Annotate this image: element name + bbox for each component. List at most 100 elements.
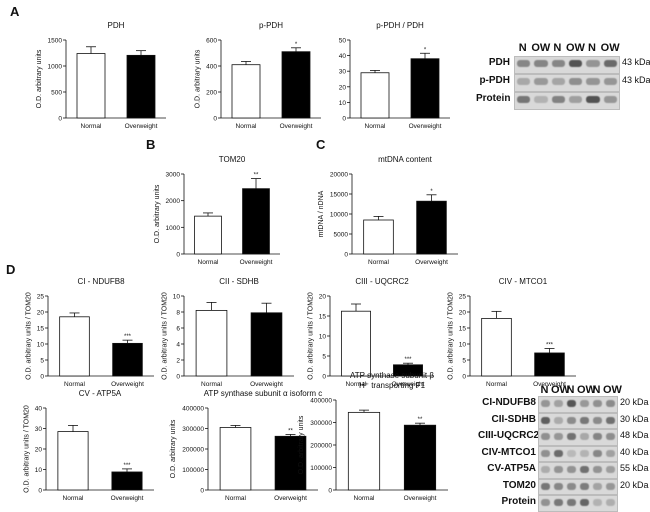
bar-overweight: [126, 54, 156, 119]
chart-title: PDH: [108, 21, 125, 30]
panel-label-d: D: [6, 262, 16, 277]
blot-band: [551, 60, 565, 67]
blot-band: [569, 96, 583, 103]
blot-band: [567, 400, 576, 407]
blot-strip: [538, 429, 618, 446]
blot-band: [567, 416, 576, 424]
bar-overweight: [242, 188, 270, 255]
blot-strip: [538, 412, 618, 429]
significance-marker: ***: [123, 463, 131, 469]
blot-row-label: CIV-MTCO1: [481, 446, 536, 458]
panel-label-c: C: [316, 137, 326, 152]
blot-band: [586, 96, 600, 103]
bar-normal: [360, 72, 390, 119]
blot-band: [554, 433, 563, 440]
bar-normal: [57, 431, 89, 491]
bar-overweight: [112, 342, 143, 377]
bar-normal: [195, 309, 228, 377]
category-label: Normal: [64, 381, 86, 388]
y-tick-label: 15: [459, 326, 467, 333]
blot-row: PDH 43 kDa: [476, 56, 650, 74]
bar-normal: [347, 411, 381, 491]
y-tick-label: 10000: [330, 212, 348, 219]
chart-title: H⁺ transporting F1: [359, 381, 426, 390]
category-label: Normal: [81, 123, 103, 130]
chart-mtdna: mtDNA content 0 5000 10000 15000 20000 mtDNA /…: [318, 155, 458, 266]
blot-band: [551, 78, 565, 85]
y-tick-label: 5: [462, 358, 466, 365]
blot-band: [586, 78, 600, 85]
y-tick-label: 5: [322, 354, 326, 361]
chart-title: CI - NDUFB8: [77, 277, 125, 286]
blot-row: p-PDH 43 kDa: [476, 74, 650, 92]
blot-band: [580, 400, 589, 407]
blot-kda-label: 43 kDa: [622, 75, 650, 85]
significance-marker: ***: [124, 334, 132, 340]
blot-band: [593, 400, 602, 407]
blot-strip: [538, 445, 618, 462]
bar-overweight: [403, 424, 437, 491]
blot-strip: [538, 462, 618, 479]
y-tick-label: 0: [58, 116, 62, 123]
y-tick-label: 1000: [166, 225, 181, 232]
category-label: Normal: [486, 381, 508, 388]
significance-marker: **: [418, 417, 423, 423]
blot-band: [580, 482, 589, 490]
y-tick-label: 0: [322, 374, 326, 381]
y-axis-label: O.D. arbitrary units / TOM20: [447, 292, 454, 380]
bar-normal: [481, 317, 512, 377]
y-tick-label: 1000: [48, 64, 63, 71]
y-tick-label: 20: [339, 84, 347, 91]
chart-title: CV - ATP5A: [79, 389, 122, 398]
blot-row: CII-SDHB 30 kDa: [478, 412, 649, 429]
blot-band: [569, 78, 583, 85]
chart-sdhb: CII - SDHB 0 2 4 6 8 10 O.D. arbitrary units / …: [161, 277, 294, 388]
blot-strip: [538, 396, 618, 413]
y-tick-label: 100000: [310, 465, 332, 472]
y-tick-label: 0: [176, 374, 180, 381]
category-label: Overweight: [240, 259, 273, 266]
blot-band: [606, 400, 615, 407]
lane-header: N: [588, 42, 596, 54]
lane-header: OW: [531, 42, 551, 54]
category-label: Normal: [354, 495, 376, 502]
western-blot-bottom: N OW N OW N OW CI-NDUFB8 20 kDa CII-SDHB 30 kDa C…: [478, 384, 649, 512]
y-tick-label: 5: [40, 358, 44, 365]
y-tick-label: 200000: [182, 447, 204, 454]
y-axis-label: mtDNA / nDNA: [318, 190, 325, 237]
bar-normal: [76, 53, 106, 119]
y-tick-label: 10: [35, 467, 43, 474]
chart-atpbeta: ATP synthase subunit βH⁺ transporting F1…: [298, 371, 448, 502]
y-tick-label: 15000: [330, 192, 348, 199]
blot-row: TOM20 20 kDa: [478, 478, 649, 495]
category-label: Normal: [225, 495, 247, 502]
blot-band: [517, 78, 531, 85]
blot-band: [541, 466, 550, 473]
y-tick-label: 0: [344, 252, 348, 259]
category-label: Overweight: [111, 381, 144, 388]
y-tick-label: 20000: [330, 172, 348, 179]
y-axis-label: O.D. arbitrary units / TOM20: [161, 292, 168, 380]
y-axis-label: O.D. arbitrary units / TOM20: [25, 292, 32, 380]
y-axis-label: O.D. arbitrary units / TOM20: [307, 292, 314, 380]
y-tick-label: 500: [51, 90, 62, 97]
blot-band: [603, 96, 617, 103]
blot-band: [517, 96, 531, 103]
y-tick-label: 400000: [182, 406, 204, 413]
blot-band: [606, 499, 615, 506]
western-blot-top: N OW N OW N OW PDH 43 kDa p-PDH 43 kDa Protein: [476, 42, 650, 112]
significance-marker: *: [424, 47, 427, 53]
y-tick-label: 300000: [310, 420, 332, 427]
blot-band: [603, 60, 617, 67]
category-label: Normal: [365, 123, 387, 130]
y-tick-label: 25: [459, 294, 467, 301]
y-tick-label: 3000: [166, 172, 181, 179]
blot-band: [541, 433, 550, 440]
chart-title: CIV - MTCO1: [499, 277, 548, 286]
y-axis-label: O.D. arbitrary units: [170, 419, 177, 478]
bar-overweight: [416, 200, 447, 255]
chart-atp5a: CV - ATP5A 0 10 20 30 40 O.D. arbitrary units …: [23, 389, 154, 502]
category-label: Overweight: [274, 495, 307, 502]
chart-title: CII - SDHB: [219, 277, 259, 286]
lane-header: N: [518, 42, 527, 54]
